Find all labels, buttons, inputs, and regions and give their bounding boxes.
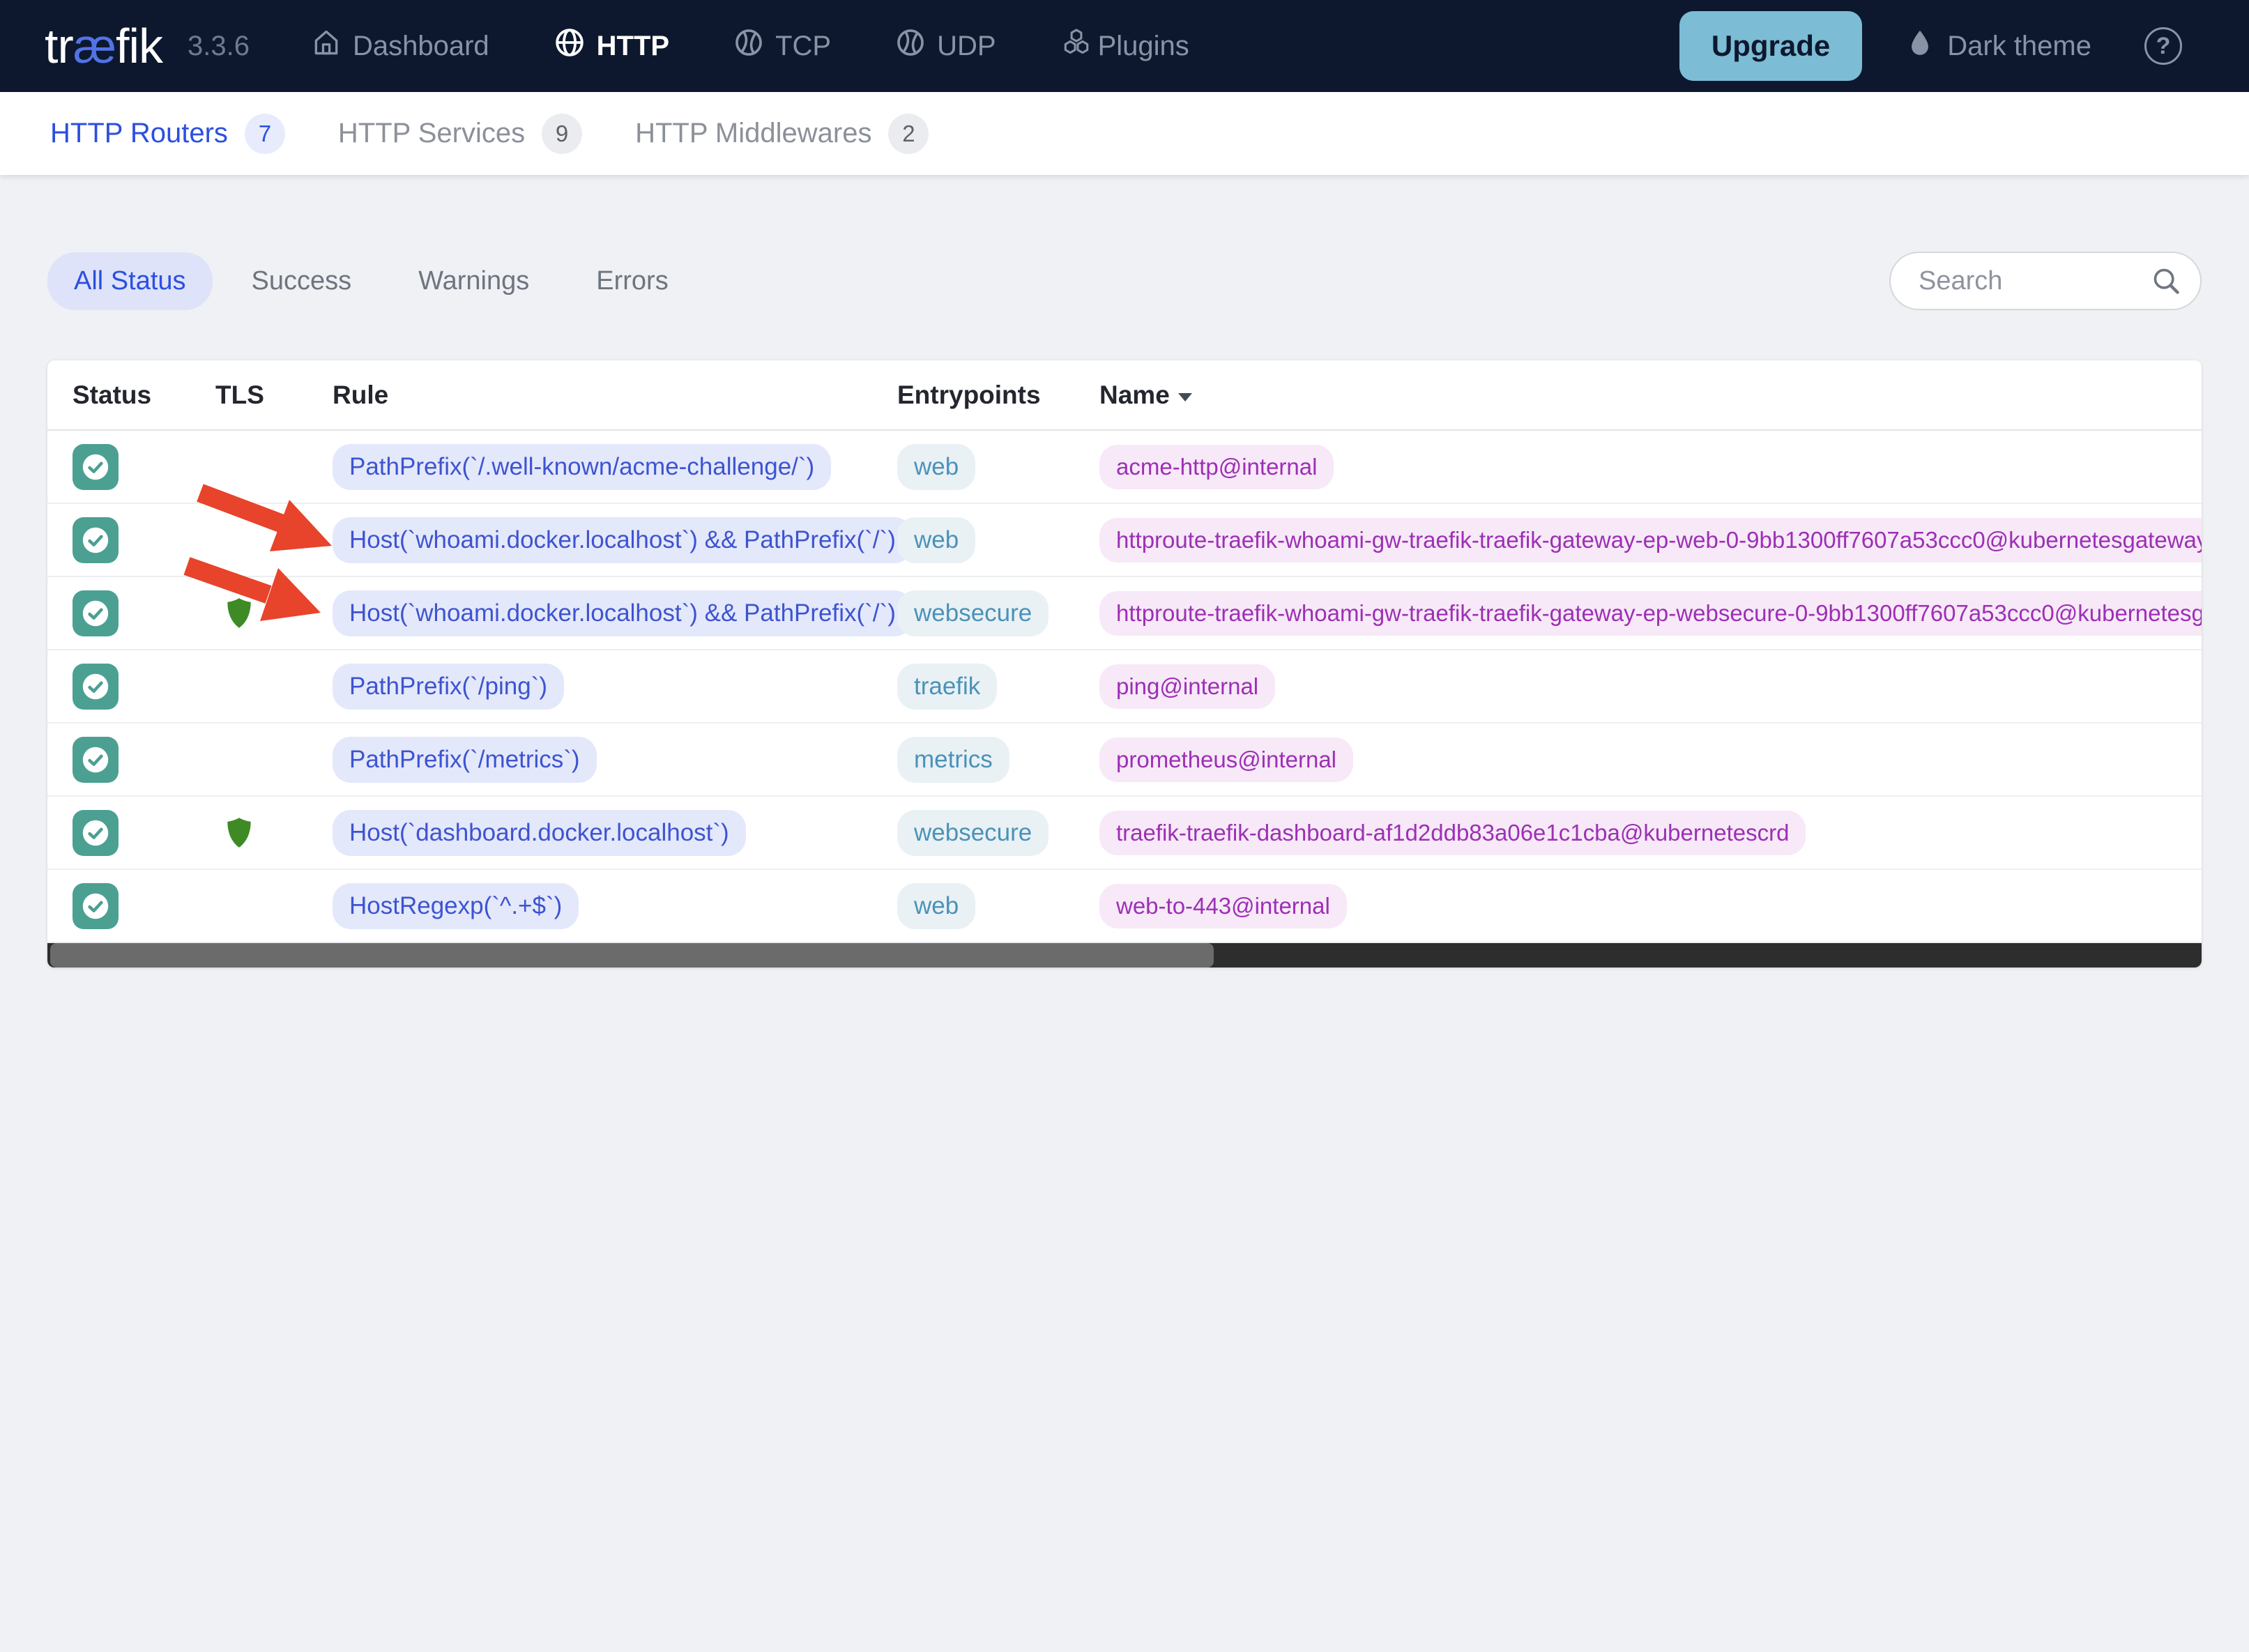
status-success-icon (73, 882, 119, 929)
rule-badge: HostRegexp(`^.+$`) (333, 882, 579, 929)
horizontal-scrollbar-track[interactable] (47, 943, 2202, 968)
search-input[interactable] (1919, 266, 2150, 296)
table-row[interactable]: Host(`whoami.docker.localhost`) && PathP… (47, 504, 2202, 577)
main-nav: Dashboard HTTP TCP UDP Plugins (311, 26, 1189, 66)
rule-badge: Host(`dashboard.docker.localhost`) (333, 809, 746, 856)
table-header-row: Status TLS Rule Entrypoints Name (47, 360, 2202, 431)
rule-badge: PathPrefix(`/ping`) (333, 663, 564, 710)
tab-count-badge: 7 (244, 113, 285, 154)
tab-label: HTTP Services (337, 118, 526, 148)
logo-ae: æ (73, 19, 116, 73)
nav-label-dashboard: Dashboard (352, 30, 489, 61)
filter-success[interactable]: Success (251, 266, 352, 296)
entrypoint-badge: web (897, 882, 976, 929)
entrypoint-badge: web (897, 517, 976, 563)
nav-label-udp: UDP (937, 30, 996, 61)
table-row[interactable]: HostRegexp(`^.+$`) web web-to-443@intern… (47, 870, 2202, 943)
name-badge: prometheus@internal (1099, 737, 1353, 782)
tls-shield-icon (225, 816, 253, 849)
entrypoint-badge: metrics (897, 736, 1009, 783)
tab-http-services[interactable]: HTTP Services 9 (337, 113, 583, 154)
tls-shield-icon (225, 597, 253, 629)
tab-label: HTTP Middlewares (635, 118, 872, 148)
filter-all-status[interactable]: All Status (47, 252, 213, 310)
plugins-icon (1060, 26, 1092, 66)
nav-item-udp[interactable]: UDP (895, 27, 996, 65)
traefik-logo[interactable]: træfik (45, 18, 163, 74)
status-success-icon (73, 736, 119, 783)
tab-count-badge: 2 (888, 113, 929, 154)
table-row[interactable]: PathPrefix(`/ping`) traefik ping@interna… (47, 650, 2202, 724)
filter-errors[interactable]: Errors (596, 266, 669, 296)
udp-icon (895, 27, 926, 65)
name-badge: ping@internal (1099, 664, 1276, 709)
name-badge: acme-http@internal (1099, 444, 1334, 489)
globe-icon (554, 26, 586, 66)
filter-warnings[interactable]: Warnings (418, 266, 530, 296)
routers-table-card: Status TLS Rule Entrypoints Name PathPre… (47, 360, 2202, 968)
rule-badge: Host(`whoami.docker.localhost`) && PathP… (333, 590, 913, 636)
section-tabbar: HTTP Routers 7 HTTP Services 9 HTTP Midd… (0, 92, 2249, 175)
column-header-entrypoints[interactable]: Entrypoints (897, 380, 1041, 409)
column-header-tls[interactable]: TLS (215, 380, 264, 409)
table-row[interactable]: PathPrefix(`/metrics`) metrics prometheu… (47, 724, 2202, 797)
status-success-icon (73, 590, 119, 636)
status-success-icon (73, 517, 119, 563)
column-header-status[interactable]: Status (73, 380, 152, 409)
tab-count-badge: 9 (542, 113, 583, 154)
version-label: 3.3.6 (188, 30, 250, 61)
tab-http-middlewares[interactable]: HTTP Middlewares 2 (635, 113, 929, 154)
dark-theme-label: Dark theme (1947, 30, 2091, 61)
entrypoint-badge: traefik (897, 663, 998, 710)
main-content: All Status Success Warnings Errors Statu… (0, 252, 2249, 968)
horizontal-scrollbar-thumb[interactable] (50, 943, 1214, 968)
entrypoint-badge: websecure (897, 590, 1049, 636)
nav-item-http[interactable]: HTTP (554, 26, 669, 66)
table-row[interactable]: Host(`whoami.docker.localhost`) && PathP… (47, 577, 2202, 650)
entrypoint-badge: websecure (897, 809, 1049, 856)
top-navbar: træfik 3.3.6 Dashboard HTTP TCP UDP Plug… (0, 0, 2249, 92)
sort-desc-icon (1177, 392, 1192, 401)
rule-badge: PathPrefix(`/metrics`) (333, 736, 597, 783)
table-row[interactable]: Host(`dashboard.docker.localhost`) webse… (47, 797, 2202, 870)
nav-item-plugins[interactable]: Plugins (1060, 26, 1189, 66)
filter-row: All Status Success Warnings Errors (47, 252, 2202, 310)
name-badge: traefik-traefik-dashboard-af1d2ddb83a06e… (1099, 810, 1806, 855)
upgrade-button[interactable]: Upgrade (1679, 11, 1863, 81)
help-button[interactable]: ? (2144, 27, 2182, 65)
entrypoint-badge: web (897, 443, 976, 490)
column-header-name[interactable]: Name (1099, 381, 2202, 410)
column-header-rule[interactable]: Rule (333, 380, 389, 409)
rule-badge: PathPrefix(`/.well-known/acme-challenge/… (333, 443, 832, 490)
tab-label: HTTP Routers (50, 118, 228, 148)
status-success-icon (73, 809, 119, 856)
name-badge: httproute-traefik-whoami-gw-traefik-trae… (1099, 517, 2202, 563)
search-icon (2150, 265, 2182, 297)
nav-label-tcp: TCP (775, 30, 832, 61)
droplet-icon (1905, 28, 1935, 64)
status-success-icon (73, 663, 119, 710)
name-badge: httproute-traefik-whoami-gw-traefik-trae… (1099, 590, 2202, 636)
navbar-right: Upgrade Dark theme ? (1679, 11, 2182, 81)
nav-item-tcp[interactable]: TCP (733, 27, 831, 65)
table-row[interactable]: PathPrefix(`/.well-known/acme-challenge/… (47, 431, 2202, 504)
rule-badge: Host(`whoami.docker.localhost`) && PathP… (333, 517, 913, 563)
tab-http-routers[interactable]: HTTP Routers 7 (50, 113, 285, 154)
search-box (1889, 252, 2202, 310)
name-badge: web-to-443@internal (1099, 883, 1347, 928)
nav-item-dashboard[interactable]: Dashboard (311, 27, 489, 65)
nav-label-plugins: Plugins (1097, 30, 1189, 61)
tcp-icon (733, 27, 764, 65)
logo-text-2: fik (116, 19, 163, 73)
home-icon (311, 27, 342, 65)
dark-theme-toggle[interactable]: Dark theme (1905, 28, 2091, 64)
nav-label-http: HTTP (596, 30, 670, 61)
logo-text: tr (45, 19, 74, 73)
status-success-icon (73, 443, 119, 490)
